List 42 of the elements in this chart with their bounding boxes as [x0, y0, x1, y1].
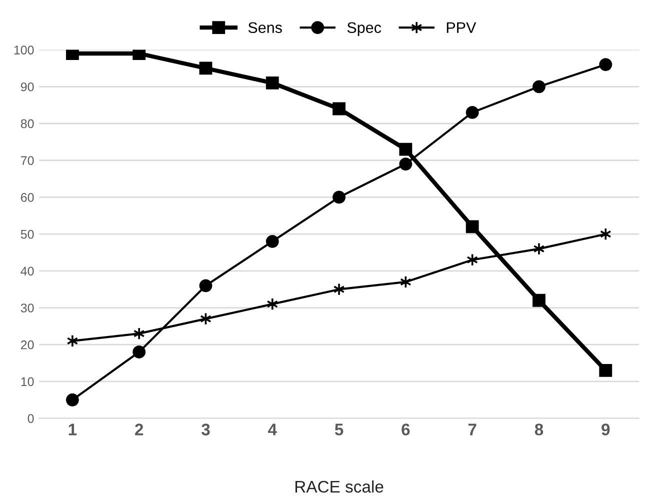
point — [66, 393, 79, 406]
x-tick-label: 1 — [68, 424, 77, 436]
legend-label: Spec — [347, 22, 382, 36]
x-tick-label: 7 — [468, 424, 476, 436]
point — [266, 234, 279, 248]
x-tick-label: 6 — [402, 424, 410, 436]
point — [466, 220, 479, 234]
point — [332, 102, 346, 116]
y-tick-label: 40 — [20, 266, 34, 276]
y-tick-label: 60 — [20, 193, 34, 202]
x-tick-label: 5 — [334, 424, 344, 436]
x-tick-label: 3 — [201, 424, 210, 436]
y-tick-label: 0 — [28, 414, 34, 423]
point — [132, 50, 146, 60]
y-tick-label: 80 — [20, 119, 34, 128]
point — [199, 279, 212, 292]
x-tick-label: 9 — [602, 424, 610, 436]
point — [132, 346, 146, 358]
x-tick-label: 8 — [534, 424, 544, 436]
point — [266, 76, 279, 90]
legend-label: PPV — [446, 22, 476, 33]
y-tick-label: 30 — [20, 304, 34, 312]
point — [466, 106, 479, 119]
y-tick-label: 70 — [20, 156, 34, 166]
y-tick-label: 90 — [20, 82, 34, 92]
y-tick-label: 50 — [20, 230, 34, 239]
y-tick-label: 10 — [21, 377, 34, 386]
x-axis-title: RACE scale — [295, 480, 384, 493]
point — [332, 190, 346, 204]
point — [599, 364, 612, 377]
x-tick-label: 2 — [135, 424, 144, 436]
x-tick-label: 4 — [268, 424, 277, 436]
point — [599, 58, 612, 71]
point — [66, 50, 79, 60]
point — [532, 294, 546, 307]
point — [199, 62, 212, 75]
legend-label: Sens — [248, 22, 282, 34]
y-tick-label: 20 — [20, 340, 34, 350]
y-tick-label: 100 — [14, 46, 34, 54]
point — [399, 158, 412, 170]
point — [399, 142, 412, 156]
point — [532, 80, 546, 94]
